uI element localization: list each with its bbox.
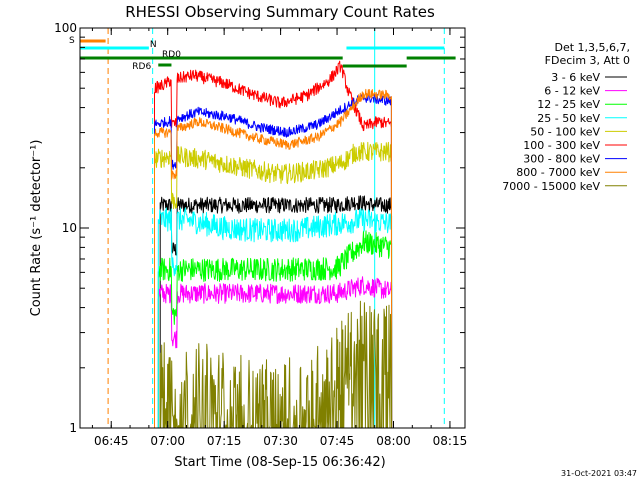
legend: Det 1,3,5,6,7,FDecim 3, Att 0 3 - 6 keV6 … [502, 41, 630, 193]
legend-label-4: 50 - 100 keV [530, 125, 600, 138]
flag-label-rd6: RD6 [132, 62, 151, 72]
y-tick-label-2: 100 [54, 21, 77, 35]
x-tick-label-0: 06:45 [94, 434, 129, 448]
series-line-7 [154, 88, 393, 429]
legend-label-3: 25 - 50 keV [537, 112, 600, 125]
y-tick-label-1: 10 [62, 221, 77, 235]
series-line-3 [157, 207, 393, 428]
series-line-2 [157, 230, 393, 428]
x-axis: 06:45 07:00 07:15 07:30 07:45 08:00 08:15 [91, 28, 468, 448]
series-line-0 [159, 195, 393, 429]
y-axis-label: Count Rate (s⁻¹ detector⁻¹) [29, 140, 44, 317]
flag-label-s: S [69, 36, 75, 46]
x-tick-label-3: 07:30 [263, 434, 298, 448]
series-line-1 [157, 276, 393, 428]
chart-title: RHESSI Observing Summary Count Rates [125, 3, 435, 21]
legend-label-6: 300 - 800 keV [523, 153, 600, 166]
legend-label-7: 800 - 7000 keV [516, 166, 600, 179]
legend-label-5: 100 - 300 keV [523, 139, 600, 152]
x-tick-label-1: 07:00 [150, 434, 185, 448]
x-axis-label: Start Time (08-Sep-15 06:36:42) [174, 455, 385, 470]
legend-header-0: Det 1,3,5,6,7, [554, 41, 630, 54]
legend-label-2: 12 - 25 keV [537, 98, 600, 111]
legend-label-0: 3 - 6 keV [551, 71, 600, 84]
timestamp: 31-Oct-2021 03:47 [561, 469, 637, 478]
series-line-8 [159, 300, 393, 429]
legend-header-1: FDecim 3, Att 0 [545, 54, 630, 67]
plot-area: S N RD0 RD6 [69, 28, 456, 429]
series-line-6 [154, 93, 393, 429]
flag-label-n: N [150, 40, 157, 50]
legend-label-8: 7000 - 15000 keV [502, 180, 600, 193]
x-tick-label-5: 08:00 [376, 434, 411, 448]
x-tick-label-4: 07:45 [320, 434, 355, 448]
y-tick-label-0: 1 [69, 421, 77, 435]
legend-label-1: 6 - 12 keV [544, 85, 600, 98]
y-axis: 1 10 100 [54, 21, 465, 435]
x-tick-label-2: 07:15 [207, 434, 242, 448]
flag-label-rd0: RD0 [162, 50, 181, 60]
series-line-4 [154, 141, 393, 429]
x-tick-label-6: 08:15 [433, 434, 468, 448]
